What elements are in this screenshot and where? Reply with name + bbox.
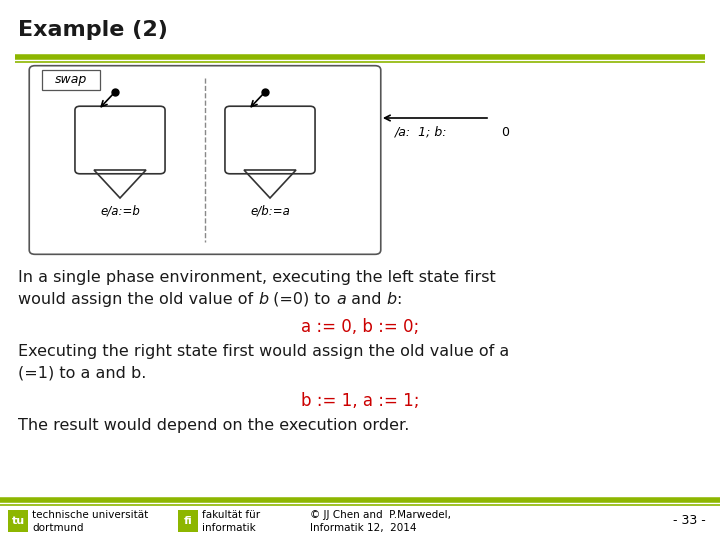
Text: In a single phase environment, executing the left state first: In a single phase environment, executing… xyxy=(18,270,496,285)
Text: e/b:=a: e/b:=a xyxy=(250,204,290,217)
Bar xyxy=(178,510,198,532)
Text: (=0) to: (=0) to xyxy=(269,292,336,307)
Text: informatik: informatik xyxy=(202,523,256,533)
Text: b: b xyxy=(258,292,269,307)
Text: b := 1, a := 1;: b := 1, a := 1; xyxy=(301,392,419,410)
FancyBboxPatch shape xyxy=(75,106,165,174)
Text: b: b xyxy=(386,292,397,307)
Text: technische universität: technische universität xyxy=(32,510,148,520)
Text: tu: tu xyxy=(12,516,24,526)
Text: would assign the old value of: would assign the old value of xyxy=(18,292,258,307)
Text: dortmund: dortmund xyxy=(32,523,84,533)
Text: Informatik 12,  2014: Informatik 12, 2014 xyxy=(310,523,416,533)
Text: - 33 -: - 33 - xyxy=(673,514,706,526)
Text: and: and xyxy=(346,292,386,307)
Text: 0: 0 xyxy=(490,125,510,138)
Text: Example (2): Example (2) xyxy=(18,20,168,40)
Text: a: a xyxy=(336,292,346,307)
Bar xyxy=(8,510,28,532)
FancyBboxPatch shape xyxy=(225,106,315,174)
Bar xyxy=(42,70,100,90)
Text: a := 0, b := 0;: a := 0, b := 0; xyxy=(301,318,419,336)
Text: swap: swap xyxy=(55,73,87,86)
Text: :: : xyxy=(397,292,402,307)
FancyBboxPatch shape xyxy=(30,66,381,254)
Text: fakultät für: fakultät für xyxy=(202,510,260,520)
Text: The result would depend on the execution order.: The result would depend on the execution… xyxy=(18,418,410,433)
Text: /a:  1; b:: /a: 1; b: xyxy=(395,125,448,138)
Text: (=1) to a and b.: (=1) to a and b. xyxy=(18,366,146,381)
Text: e/a:=b: e/a:=b xyxy=(100,204,140,217)
Text: © JJ Chen and  P.Marwedel,: © JJ Chen and P.Marwedel, xyxy=(310,510,451,520)
Text: fi: fi xyxy=(184,516,192,526)
Text: Executing the right state first would assign the old value of a: Executing the right state first would as… xyxy=(18,344,509,359)
